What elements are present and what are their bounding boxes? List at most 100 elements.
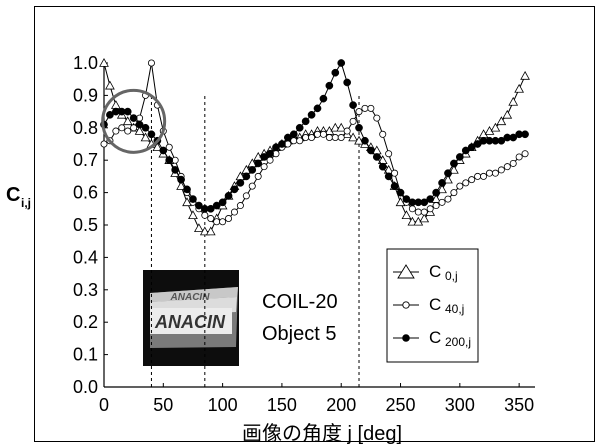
data-point-filled-circle xyxy=(189,195,197,203)
data-point-triangle xyxy=(419,213,430,223)
data-point-filled-circle xyxy=(313,104,322,113)
data-point-triangle xyxy=(407,216,418,226)
data-point-open-circle xyxy=(165,143,173,151)
data-point-triangle xyxy=(443,174,453,184)
data-point-filled-circle xyxy=(402,195,411,203)
data-point-open-circle xyxy=(337,134,345,142)
data-point-filled-circle xyxy=(355,123,363,132)
data-point-filled-circle xyxy=(224,191,233,200)
data-point-triangle xyxy=(520,70,530,80)
data-point-filled-circle xyxy=(218,198,227,207)
data-point-open-circle xyxy=(503,163,511,171)
data-point-filled-circle xyxy=(509,133,518,142)
highlight-circle xyxy=(101,88,167,154)
data-point-open-circle xyxy=(201,211,209,219)
data-point-filled-circle xyxy=(378,162,387,171)
data-point-filled-circle xyxy=(432,188,440,197)
data-point-filled-circle xyxy=(384,172,393,181)
data-point-open-circle xyxy=(444,195,452,203)
data-point-open-circle xyxy=(474,172,482,180)
legend-label-sub: 0,j xyxy=(445,269,458,283)
y-tick-label: 1.0 xyxy=(73,53,98,73)
data-point-filled-circle xyxy=(438,179,446,187)
data-point-filled-circle xyxy=(159,146,168,155)
data-point-filled-circle xyxy=(283,133,292,142)
legend-marker-triangle xyxy=(397,264,415,279)
x-tick-label: 250 xyxy=(386,395,416,415)
y-tick-label: 0.7 xyxy=(73,150,98,170)
data-point-open-circle xyxy=(509,159,517,167)
y-tick-label: 0.1 xyxy=(73,345,98,365)
data-point-triangle xyxy=(502,109,513,119)
data-point-filled-circle xyxy=(396,188,405,197)
data-point-open-circle xyxy=(147,59,155,67)
data-point-open-circle xyxy=(130,124,138,132)
y-tick-label: 0.4 xyxy=(73,247,98,267)
data-point-open-circle xyxy=(331,134,339,142)
data-point-filled-circle xyxy=(171,166,180,174)
x-tick-label: 100 xyxy=(208,395,238,415)
data-point-filled-circle xyxy=(272,143,280,152)
data-point-triangle xyxy=(152,142,163,152)
legend-marker-open-circle xyxy=(402,301,410,309)
data-point-open-circle xyxy=(236,202,244,210)
data-point-open-circle xyxy=(213,218,221,226)
data-point-filled-circle xyxy=(177,175,185,184)
y-axis-label: C i,j xyxy=(6,184,31,210)
x-tick-label: 300 xyxy=(445,395,475,415)
data-point-filled-circle xyxy=(236,179,245,187)
data-point-open-circle xyxy=(432,202,440,210)
series-line xyxy=(103,62,526,223)
data-point-open-circle xyxy=(266,156,274,164)
data-point-triangle xyxy=(514,83,525,93)
data-point-open-circle xyxy=(319,130,327,138)
data-point-triangle xyxy=(176,181,186,190)
data-point-open-circle xyxy=(118,124,126,132)
photo-text-top: ANACIN xyxy=(170,292,211,303)
y-tick-label: 0.2 xyxy=(73,312,98,332)
data-point-open-circle xyxy=(491,169,499,177)
data-point-filled-circle xyxy=(319,94,328,103)
x-tick-label: 150 xyxy=(267,395,297,415)
data-point-open-circle xyxy=(367,104,375,112)
data-point-triangle xyxy=(134,126,145,135)
data-point-filled-circle xyxy=(212,201,221,210)
data-point-filled-circle xyxy=(129,114,138,122)
data-point-triangle xyxy=(395,197,406,207)
data-point-filled-circle xyxy=(254,159,263,168)
data-point-filled-circle xyxy=(206,204,215,213)
data-point-open-circle xyxy=(468,176,476,184)
data-point-open-circle xyxy=(308,134,316,142)
data-point-filled-circle xyxy=(123,107,132,116)
photo-text-main: ANACIN xyxy=(154,312,226,332)
data-point-open-circle xyxy=(480,172,488,180)
data-point-triangle xyxy=(437,184,447,194)
data-point-filled-circle xyxy=(106,110,114,119)
data-point-triangle xyxy=(140,132,151,142)
data-point-filled-circle xyxy=(266,149,274,158)
data-point-filled-circle xyxy=(455,153,464,161)
data-point-triangle xyxy=(336,122,347,132)
data-point-open-circle xyxy=(408,205,416,213)
data-point-open-circle xyxy=(254,172,262,180)
y-tick-label: 0.0 xyxy=(73,377,98,397)
data-point-open-circle xyxy=(290,137,298,145)
legend-marker-filled-circle xyxy=(402,334,410,342)
data-point-filled-circle xyxy=(301,117,310,126)
data-point-filled-circle xyxy=(141,123,150,132)
data-point-open-circle xyxy=(426,205,434,213)
data-point-open-circle xyxy=(302,134,310,142)
data-point-filled-circle xyxy=(461,146,470,155)
data-point-filled-circle xyxy=(372,153,381,161)
data-point-open-circle xyxy=(124,127,132,135)
data-point-filled-circle xyxy=(467,143,476,152)
legend-label: C xyxy=(429,328,441,347)
data-point-open-circle xyxy=(248,182,256,190)
data-point-open-circle xyxy=(420,208,428,216)
data-point-open-circle xyxy=(343,127,351,135)
data-point-open-circle xyxy=(497,166,505,174)
data-point-filled-circle xyxy=(307,110,316,119)
x-tick-label: 350 xyxy=(504,395,534,415)
data-point-filled-circle xyxy=(325,81,334,90)
data-point-open-circle xyxy=(219,218,227,226)
